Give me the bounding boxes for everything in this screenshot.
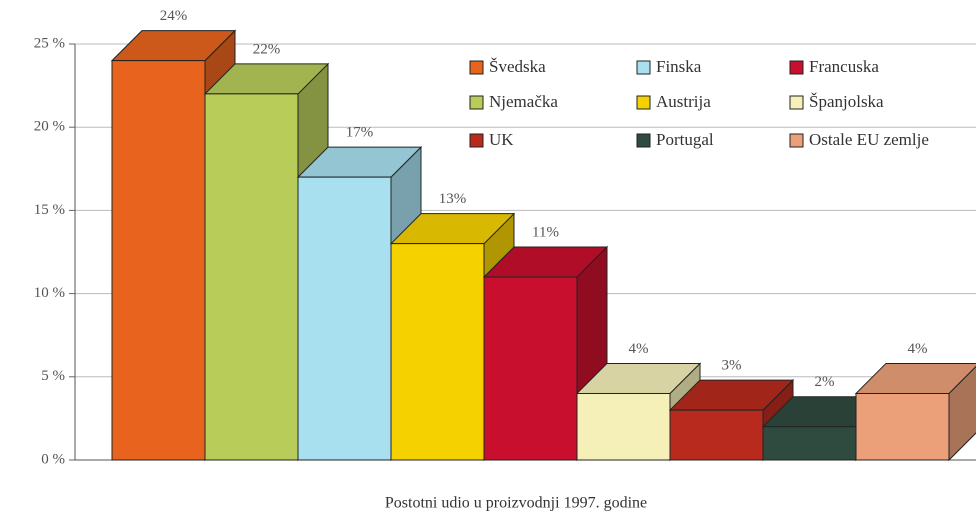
value-label: 17% [346, 125, 374, 141]
y-tick-label: 0 % [41, 451, 65, 467]
legend-swatch [636, 95, 651, 110]
y-tick-label: 20 % [34, 119, 65, 135]
y-tick-label: 15 % [34, 202, 65, 218]
bar-front [390, 243, 485, 461]
bar [854, 362, 976, 462]
legend-swatch [789, 60, 804, 75]
bar-front [576, 392, 671, 461]
legend-swatch [469, 60, 484, 75]
value-label: 3% [722, 358, 742, 374]
legend-label: Španjolska [809, 92, 884, 111]
x-axis-label: Postotni udio u proizvodnji 1997. godine [385, 495, 647, 512]
legend-label: UK [489, 130, 514, 149]
bar-front [669, 409, 764, 461]
legend-swatch [636, 133, 651, 148]
value-label: 4% [908, 341, 928, 357]
legend-swatch [636, 60, 651, 75]
value-label: 22% [253, 41, 281, 57]
bar-front [297, 176, 392, 461]
legend-swatch [789, 133, 804, 148]
legend-label: Ostale EU zemlje [809, 130, 929, 149]
value-label: 13% [439, 191, 467, 207]
legend-swatch [469, 95, 484, 110]
bar-front [855, 392, 950, 461]
value-label: 2% [815, 374, 835, 390]
legend-label: Francuska [809, 57, 879, 76]
legend-swatch [469, 133, 484, 148]
value-label: 4% [629, 341, 649, 357]
legend-swatch [789, 95, 804, 110]
y-tick-label: 25 % [34, 35, 65, 51]
y-tick-label: 10 % [34, 285, 65, 301]
bar-front [762, 426, 857, 461]
legend-label: Portugal [656, 130, 714, 149]
y-tick-label: 5 % [41, 368, 65, 384]
legend-label: Finska [656, 57, 702, 76]
legend-label: Njemačka [489, 92, 558, 111]
value-label: 24% [160, 8, 188, 24]
bar-front [111, 60, 206, 461]
legend-label: Austrija [656, 92, 711, 111]
bar-front [204, 93, 299, 461]
value-label: 11% [532, 224, 559, 240]
bar-front [483, 276, 578, 461]
legend-label: Švedska [489, 57, 546, 76]
